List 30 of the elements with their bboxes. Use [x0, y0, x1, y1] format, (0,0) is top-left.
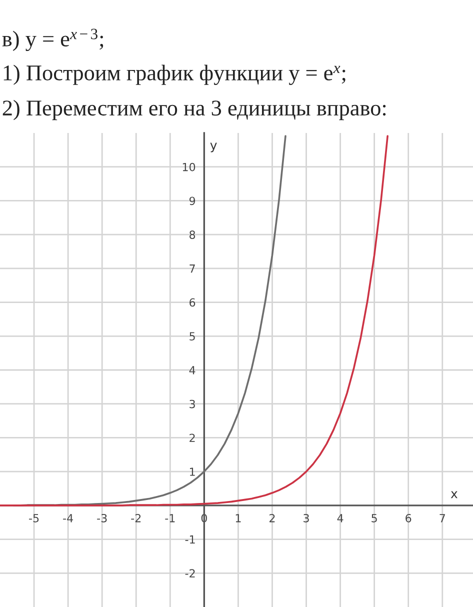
x-tick-label: -2 — [131, 514, 141, 522]
x-tick-label: -4 — [63, 514, 73, 522]
x-axis-title: x — [450, 491, 458, 498]
y-tick-label: 8 — [190, 230, 196, 239]
y-tick-label: -1 — [185, 535, 195, 544]
y-tick-label: 4 — [189, 366, 196, 374]
x-tick-label: -3 — [97, 514, 107, 522]
chart-title: в) y = e$^{x−3}$; — [2, 28, 104, 52]
x-tick-label: 7 — [440, 514, 445, 522]
x-tick-label: 6 — [406, 514, 412, 522]
y-tick-label: 3 — [190, 400, 195, 408]
x-tick-label: 2 — [270, 514, 275, 522]
chart-subtitle: 1) Построим график функции y = e$^{x}$; — [4, 64, 346, 85]
y-tick-label: 6 — [190, 298, 196, 307]
line-series — [0, 135, 388, 506]
y-tick-label: 2 — [190, 434, 195, 442]
y-axis-title: y — [210, 142, 217, 152]
y-tick-label: 5 — [190, 332, 195, 341]
y-tick-label: -2 — [185, 569, 195, 578]
x-tick-label: 5 — [372, 514, 377, 522]
x-tick-label: 4 — [337, 514, 344, 522]
x-tick-label: 1 — [236, 514, 241, 522]
y-tick-label: 7 — [190, 264, 195, 273]
text: 2) Переместим его на 3 единицы вправо: — [2, 100, 386, 120]
y-tick-label: 1 — [190, 468, 195, 476]
x-tick-label: -1 — [165, 514, 175, 522]
y-tick-label: 10 — [182, 162, 196, 172]
y-tick-label: 9 — [189, 196, 196, 206]
x-tick-label: -5 — [29, 514, 39, 522]
x-tick-label: 3 — [304, 514, 309, 522]
